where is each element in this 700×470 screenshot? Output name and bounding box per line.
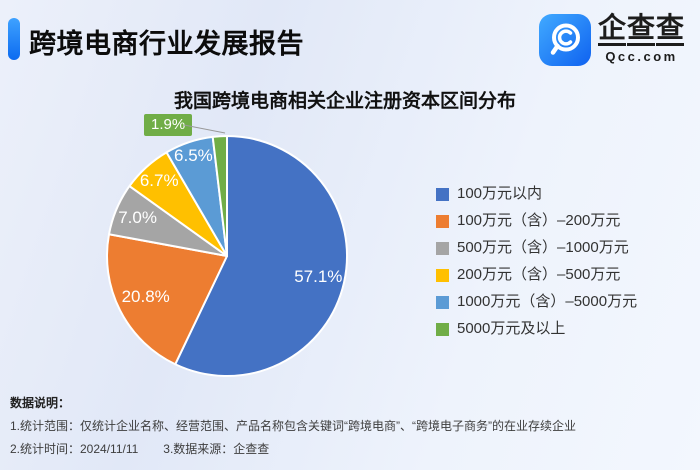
callout-leader-line [183, 124, 226, 134]
legend-swatch [436, 187, 449, 201]
callout-label: 1.9% [144, 114, 193, 136]
title-accent-bar [8, 18, 20, 60]
logo-char: 查 [627, 14, 656, 46]
notes-line-meta: 2.统计时间：2024/11/11 3.数据来源：企查查 [10, 438, 576, 461]
pie-slice-1 [106, 233, 228, 366]
legend-item: 100万元以内 [436, 186, 637, 202]
legend-swatch [436, 241, 449, 255]
qcc-logo: 企 查 查 Qcc.com [539, 14, 685, 66]
logo-text: 企 查 查 Qcc.com [598, 14, 685, 64]
data-notes: 数据说明： 1.统计范围：仅统计企业名称、经营范围、产品名称包含关键词“跨境电商… [10, 392, 576, 461]
notes-time: 2.统计时间：2024/11/11 [10, 442, 139, 456]
legend-swatch [436, 295, 449, 309]
pie-chart: 57.1% 20.8% 7.0% 6.7% 6.5% [104, 133, 350, 379]
legend-item: 100万元（含）–200万元 [436, 213, 637, 229]
logo-domain: Qcc.com [605, 49, 678, 64]
legend-label: 100万元（含）–200万元 [457, 212, 621, 229]
pie-slice-0 [174, 135, 348, 377]
qichacha-magnifier-icon [539, 14, 591, 66]
notes-line-scope: 1.统计范围：仅统计企业名称、经营范围、产品名称包含关键词“跨境电商”、“跨境电… [10, 419, 576, 433]
logo-char: 企 [598, 14, 627, 46]
legend-label: 500万元（含）–1000万元 [457, 239, 629, 256]
legend-item: 500万元（含）–1000万元 [436, 240, 637, 256]
legend-item: 5000万元及以上 [436, 321, 637, 337]
legend: 100万元以内 100万元（含）–200万元 500万元（含）–1000万元 200万… [436, 186, 637, 348]
logo-brand-name: 企 查 查 [598, 14, 685, 46]
legend-swatch [436, 214, 449, 228]
pie-slice-5 [211, 134, 228, 257]
legend-swatch [436, 268, 449, 282]
legend-item: 1000万元（含）–5000万元 [436, 294, 637, 310]
legend-label: 200万元（含）–500万元 [457, 266, 621, 283]
logo-char: 查 [656, 14, 685, 46]
chart-title: 我国跨境电商相关企业注册资本区间分布 [173, 91, 516, 112]
notes-source: 3.数据来源：企查查 [163, 442, 270, 456]
legend-label: 100万元以内 [457, 185, 543, 202]
legend-label: 1000万元（含）–5000万元 [457, 293, 638, 310]
legend-swatch [436, 322, 449, 336]
legend-label: 5000万元及以上 [457, 320, 566, 337]
notes-heading: 数据说明： [10, 396, 71, 410]
page-title: 跨境电商行业发展报告 [29, 29, 304, 59]
legend-item: 200万元（含）–500万元 [436, 267, 637, 283]
pie-svg [106, 134, 348, 377]
